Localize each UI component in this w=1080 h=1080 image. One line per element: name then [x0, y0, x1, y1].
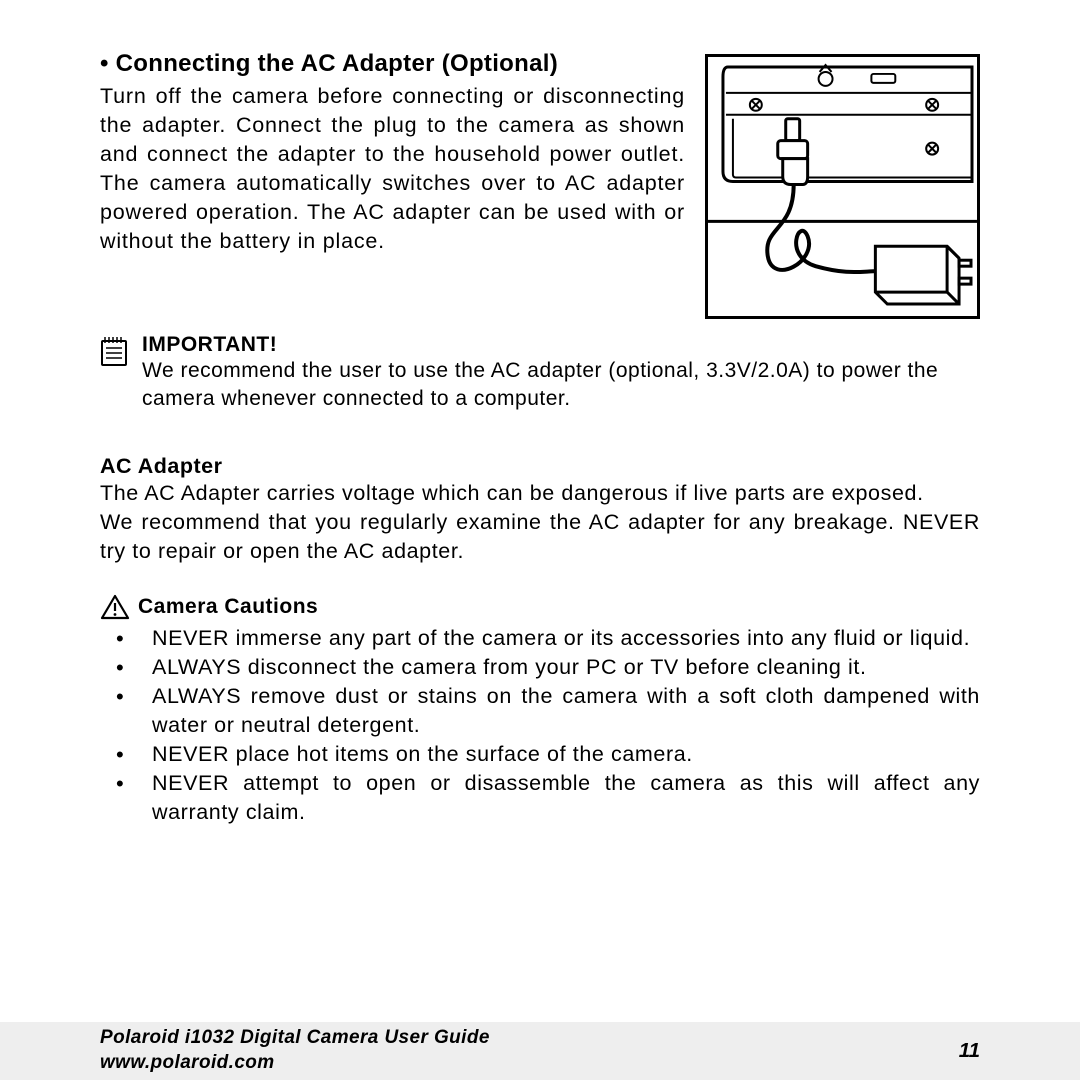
page-number: 11	[959, 1039, 980, 1063]
cautions-title: Camera Cautions	[138, 595, 318, 619]
warning-triangle-icon	[100, 594, 130, 620]
list-item: NEVER immerse any part of the camera or …	[152, 624, 980, 653]
footer-left: Polaroid i1032 Digital Camera User Guide…	[100, 1026, 490, 1075]
page-footer: Polaroid i1032 Digital Camera User Guide…	[0, 1022, 1080, 1080]
list-item: NEVER place hot items on the surface of …	[152, 740, 980, 769]
cautions-list: NEVER immerse any part of the camera or …	[100, 624, 980, 827]
list-item: ALWAYS remove dust or stains on the came…	[152, 682, 980, 740]
important-title: IMPORTANT!	[142, 333, 980, 357]
important-block: IMPORTANT! We recommend the user to use …	[100, 333, 980, 414]
intro-text-block: Connecting the AC Adapter (Optional) Tur…	[100, 50, 685, 256]
list-item: ALWAYS disconnect the camera from your P…	[152, 653, 980, 682]
ac-adapter-title: AC Adapter	[100, 454, 980, 479]
page: Connecting the AC Adapter (Optional) Tur…	[0, 0, 1080, 1080]
adapter-illustration	[705, 54, 980, 319]
top-block: Connecting the AC Adapter (Optional) Tur…	[100, 50, 980, 319]
footer-title: Polaroid i1032 Digital Camera User Guide	[100, 1027, 490, 1048]
notepad-icon	[100, 335, 128, 367]
ac-adapter-p2: We recommend that you regularly examine …	[100, 508, 980, 566]
intro-paragraph: Turn off the camera before connecting or…	[100, 82, 685, 256]
cautions-heading-row: Camera Cautions	[100, 594, 980, 620]
important-text: IMPORTANT! We recommend the user to use …	[142, 333, 980, 414]
footer-url: www.polaroid.com	[100, 1052, 275, 1073]
list-item: NEVER attempt to open or disassemble the…	[152, 769, 980, 827]
ac-adapter-p1: The AC Adapter carries voltage which can…	[100, 479, 980, 508]
section-heading: Connecting the AC Adapter (Optional)	[100, 50, 685, 78]
important-body: We recommend the user to use the AC adap…	[142, 357, 980, 414]
